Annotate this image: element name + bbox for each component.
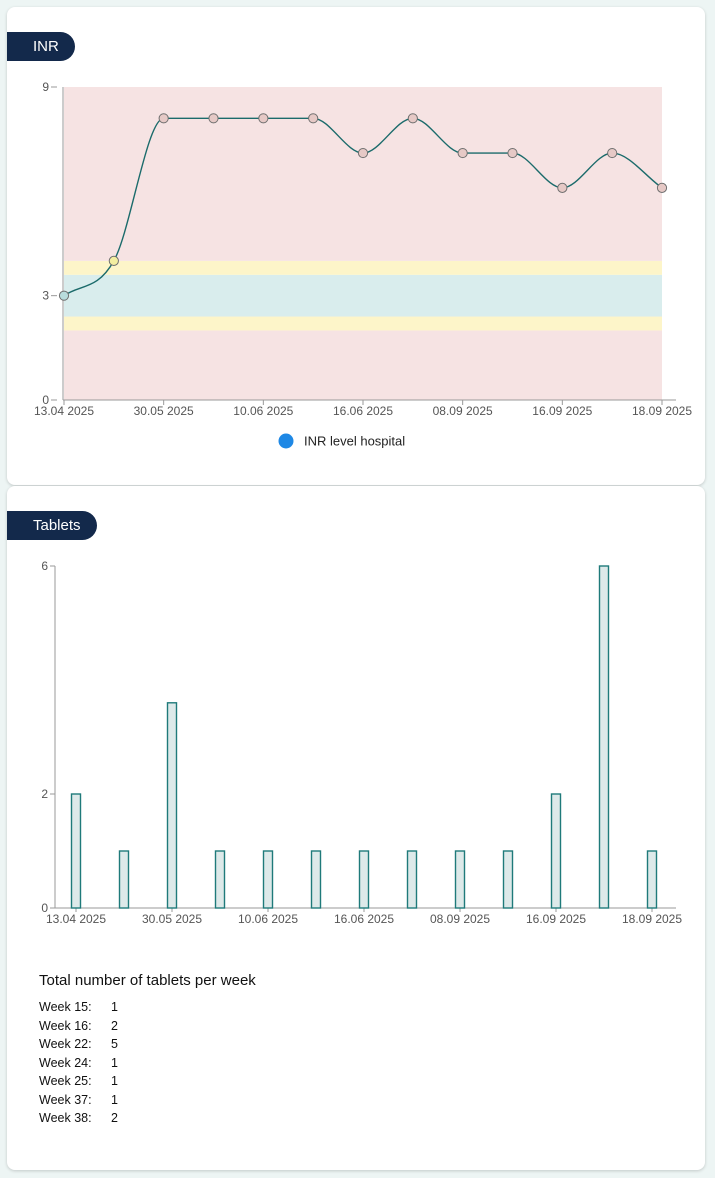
summary-row: Week 37: 1 bbox=[39, 1091, 256, 1110]
inr-data-point bbox=[258, 113, 269, 124]
tablet-bar bbox=[70, 793, 82, 909]
inr-chart: 0 3 9 13.04 2025 30.05 2025 10.06 2025 16.06 2… bbox=[34, 80, 692, 449]
summary-row: Week 25: 1 bbox=[39, 1072, 256, 1091]
week-count: 1 bbox=[111, 1092, 118, 1107]
week-label: Week 25: bbox=[39, 1074, 92, 1088]
tablets-card: Tablets 0 2 6 13.04 2025 30.05 2025 10.06 202… bbox=[7, 486, 705, 1170]
summary-row: Week 38: 2 bbox=[39, 1109, 256, 1128]
week-count: 1 bbox=[111, 1074, 118, 1088]
week-count: 1 bbox=[111, 1055, 118, 1070]
tablet-bar bbox=[358, 850, 370, 909]
inr-title-badge: INR bbox=[7, 32, 75, 61]
inr-data-point bbox=[507, 147, 518, 159]
tablet-bar bbox=[646, 850, 658, 909]
zone-low-warning bbox=[64, 316, 662, 331]
zone-high-warning bbox=[64, 260, 662, 275]
inr-data-point bbox=[208, 113, 219, 124]
week-label: Week 24: bbox=[39, 1055, 92, 1070]
y-tick-label: 9 bbox=[42, 80, 49, 94]
week-count: 2 bbox=[111, 1018, 118, 1033]
y-tick-label: 3 bbox=[42, 289, 49, 303]
y-tick-label: 2 bbox=[41, 787, 48, 801]
tablet-bar bbox=[214, 850, 226, 909]
summary-row: Week 22: 5 bbox=[39, 1035, 256, 1054]
summary-row: Week 24: 1 bbox=[39, 1054, 256, 1073]
tablet-bar bbox=[550, 793, 562, 909]
week-count: 2 bbox=[111, 1111, 118, 1125]
tablet-bar bbox=[118, 850, 130, 909]
x-tick-label: 16.09 2025 bbox=[526, 912, 586, 926]
summary-row: Week 15: 1 bbox=[39, 998, 256, 1017]
tablets-title-badge: Tablets bbox=[7, 511, 97, 540]
tablet-bar bbox=[598, 565, 610, 909]
y-tick-label: 0 bbox=[41, 901, 48, 915]
x-tick-label: 08.09 2025 bbox=[430, 912, 490, 926]
x-tick-label: 30.05 2025 bbox=[134, 404, 194, 418]
summary-row: Week 16: 2 bbox=[39, 1017, 256, 1036]
legend-marker bbox=[278, 433, 294, 449]
inr-data-point bbox=[407, 113, 418, 124]
week-label: Week 38: bbox=[39, 1111, 92, 1125]
inr-data-point bbox=[656, 182, 668, 193]
inr-data-point bbox=[457, 147, 468, 159]
x-tick-label: 16.06 2025 bbox=[334, 912, 394, 926]
week-label: Week 15: bbox=[39, 1000, 92, 1014]
inr-data-point bbox=[557, 182, 568, 193]
zone-target bbox=[64, 274, 662, 317]
x-tick-label: 13.04 2025 bbox=[46, 912, 106, 926]
x-tick-label: 08.09 2025 bbox=[433, 404, 493, 418]
summary-title: Total number of tablets per week bbox=[39, 972, 256, 989]
week-count: 5 bbox=[111, 1037, 118, 1051]
x-tick-label: 30.05 2025 bbox=[142, 912, 202, 926]
tablet-bar bbox=[262, 850, 274, 909]
x-tick-label: 16.09 2025 bbox=[532, 404, 592, 418]
zone-low bbox=[64, 330, 662, 400]
week-label: Week 22: bbox=[39, 1037, 92, 1051]
y-tick-label: 6 bbox=[41, 559, 48, 573]
zone-high bbox=[64, 87, 662, 261]
tablets-chart: 0 2 6 13.04 2025 30.05 2025 10.06 2025 16.06 2… bbox=[41, 559, 682, 926]
inr-data-point bbox=[607, 147, 618, 159]
inr-data-point bbox=[108, 255, 119, 266]
tablet-bar bbox=[502, 850, 514, 909]
inr-data-point bbox=[158, 113, 169, 124]
legend-label: INR level hospital bbox=[304, 434, 405, 449]
tablet-bar bbox=[310, 850, 322, 909]
inr-data-point bbox=[357, 147, 369, 159]
inr-card: INR 0 3 9 13.04 2025 30.05 2025 10.06 2025 16.… bbox=[7, 7, 705, 485]
x-tick-label: 18.09 2025 bbox=[622, 912, 682, 926]
summary-list: Week 15: 1 Week 16: 2 Week 22: 5 Week 24: 1 Week… bbox=[39, 998, 256, 1128]
tablet-bar bbox=[406, 850, 418, 909]
y-tick-label: 0 bbox=[42, 393, 49, 407]
week-label: Week 37: bbox=[39, 1092, 92, 1107]
tablet-bar bbox=[454, 850, 466, 909]
inr-data-point bbox=[58, 290, 70, 301]
x-tick-label: 16.06 2025 bbox=[333, 404, 393, 418]
x-tick-label: 13.04 2025 bbox=[34, 404, 94, 418]
week-label: Week 16: bbox=[39, 1018, 92, 1033]
x-tick-label: 10.06 2025 bbox=[238, 912, 298, 926]
x-tick-label: 18.09 2025 bbox=[632, 404, 692, 418]
x-tick-label: 10.06 2025 bbox=[233, 404, 293, 418]
tablet-bar bbox=[166, 702, 178, 909]
tablets-summary: Total number of tablets per week Week 15… bbox=[39, 972, 256, 1128]
inr-data-point bbox=[308, 113, 319, 124]
week-count: 1 bbox=[111, 1000, 118, 1014]
